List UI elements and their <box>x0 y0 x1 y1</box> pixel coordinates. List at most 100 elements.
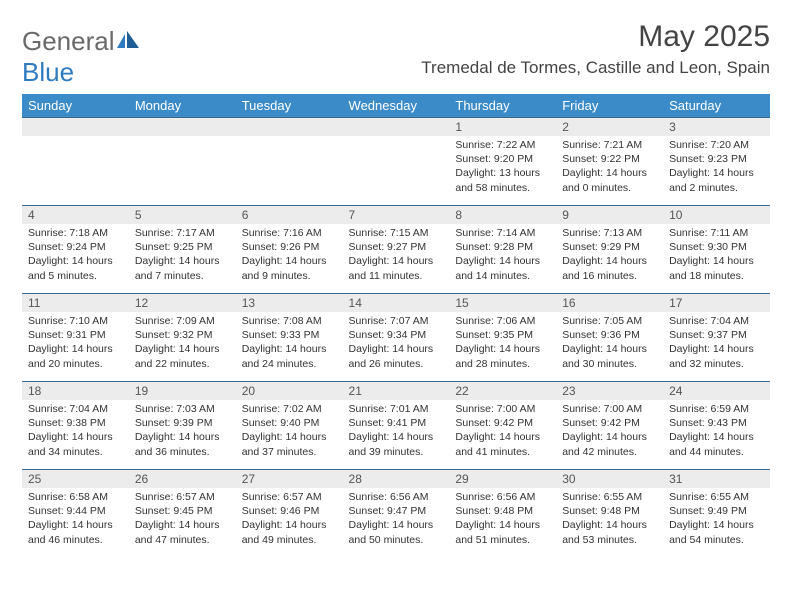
day-number: 28 <box>343 470 450 488</box>
calendar-week: 11Sunrise: 7:10 AMSunset: 9:31 PMDayligh… <box>22 294 770 382</box>
day-number: 5 <box>129 206 236 224</box>
sunset-text: Sunset: 9:36 PM <box>562 328 657 342</box>
day-number: 10 <box>663 206 770 224</box>
day-number: 15 <box>449 294 556 312</box>
calendar-cell: 23Sunrise: 7:00 AMSunset: 9:42 PMDayligh… <box>556 382 663 470</box>
weekday-header: Sunday <box>22 94 129 118</box>
calendar-cell: 9Sunrise: 7:13 AMSunset: 9:29 PMDaylight… <box>556 206 663 294</box>
sunset-text: Sunset: 9:42 PM <box>455 416 550 430</box>
daylight-text: Daylight: 14 hours and 30 minutes. <box>562 342 657 370</box>
day-content: Sunrise: 7:01 AMSunset: 9:41 PMDaylight:… <box>343 400 450 463</box>
logo-word-1: General <box>22 26 115 56</box>
daylight-text: Daylight: 14 hours and 14 minutes. <box>455 254 550 282</box>
weekday-header: Thursday <box>449 94 556 118</box>
calendar-cell: 30Sunrise: 6:55 AMSunset: 9:48 PMDayligh… <box>556 470 663 558</box>
month-title: May 2025 <box>421 20 770 54</box>
day-number: 25 <box>22 470 129 488</box>
sunset-text: Sunset: 9:34 PM <box>349 328 444 342</box>
day-number: 24 <box>663 382 770 400</box>
sunrise-text: Sunrise: 7:01 AM <box>349 402 444 416</box>
day-content <box>343 136 450 142</box>
day-content: Sunrise: 6:59 AMSunset: 9:43 PMDaylight:… <box>663 400 770 463</box>
sunrise-text: Sunrise: 7:04 AM <box>669 314 764 328</box>
sunrise-text: Sunrise: 7:00 AM <box>562 402 657 416</box>
day-number: 4 <box>22 206 129 224</box>
sunset-text: Sunset: 9:28 PM <box>455 240 550 254</box>
sunrise-text: Sunrise: 7:16 AM <box>242 226 337 240</box>
day-number <box>129 118 236 136</box>
day-number: 29 <box>449 470 556 488</box>
day-content: Sunrise: 6:55 AMSunset: 9:49 PMDaylight:… <box>663 488 770 551</box>
day-number <box>343 118 450 136</box>
day-content: Sunrise: 7:13 AMSunset: 9:29 PMDaylight:… <box>556 224 663 287</box>
day-content: Sunrise: 7:00 AMSunset: 9:42 PMDaylight:… <box>449 400 556 463</box>
calendar-cell: 29Sunrise: 6:56 AMSunset: 9:48 PMDayligh… <box>449 470 556 558</box>
sunset-text: Sunset: 9:32 PM <box>135 328 230 342</box>
day-number: 22 <box>449 382 556 400</box>
calendar-cell: 31Sunrise: 6:55 AMSunset: 9:49 PMDayligh… <box>663 470 770 558</box>
day-number: 8 <box>449 206 556 224</box>
calendar-cell <box>343 118 450 206</box>
logo-text: General Blue <box>22 26 141 88</box>
sunset-text: Sunset: 9:24 PM <box>28 240 123 254</box>
sunset-text: Sunset: 9:25 PM <box>135 240 230 254</box>
sunset-text: Sunset: 9:46 PM <box>242 504 337 518</box>
day-number <box>236 118 343 136</box>
calendar-cell: 7Sunrise: 7:15 AMSunset: 9:27 PMDaylight… <box>343 206 450 294</box>
calendar-body: 1Sunrise: 7:22 AMSunset: 9:20 PMDaylight… <box>22 118 770 558</box>
daylight-text: Daylight: 14 hours and 51 minutes. <box>455 518 550 546</box>
daylight-text: Daylight: 14 hours and 9 minutes. <box>242 254 337 282</box>
daylight-text: Daylight: 14 hours and 0 minutes. <box>562 166 657 194</box>
day-number: 27 <box>236 470 343 488</box>
day-content: Sunrise: 7:04 AMSunset: 9:37 PMDaylight:… <box>663 312 770 375</box>
day-content: Sunrise: 6:57 AMSunset: 9:46 PMDaylight:… <box>236 488 343 551</box>
daylight-text: Daylight: 14 hours and 34 minutes. <box>28 430 123 458</box>
sunset-text: Sunset: 9:23 PM <box>669 152 764 166</box>
sunrise-text: Sunrise: 7:13 AM <box>562 226 657 240</box>
calendar-cell: 16Sunrise: 7:05 AMSunset: 9:36 PMDayligh… <box>556 294 663 382</box>
sunset-text: Sunset: 9:43 PM <box>669 416 764 430</box>
day-number: 7 <box>343 206 450 224</box>
daylight-text: Daylight: 14 hours and 47 minutes. <box>135 518 230 546</box>
day-content: Sunrise: 6:56 AMSunset: 9:47 PMDaylight:… <box>343 488 450 551</box>
title-block: May 2025 Tremedal de Tormes, Castille an… <box>421 20 770 78</box>
sunrise-text: Sunrise: 7:17 AM <box>135 226 230 240</box>
sunrise-text: Sunrise: 7:22 AM <box>455 138 550 152</box>
daylight-text: Daylight: 14 hours and 53 minutes. <box>562 518 657 546</box>
calendar-cell: 21Sunrise: 7:01 AMSunset: 9:41 PMDayligh… <box>343 382 450 470</box>
calendar-cell: 20Sunrise: 7:02 AMSunset: 9:40 PMDayligh… <box>236 382 343 470</box>
day-number: 19 <box>129 382 236 400</box>
sunrise-text: Sunrise: 6:59 AM <box>669 402 764 416</box>
day-number: 2 <box>556 118 663 136</box>
daylight-text: Daylight: 14 hours and 22 minutes. <box>135 342 230 370</box>
day-number: 21 <box>343 382 450 400</box>
day-content <box>129 136 236 142</box>
sunrise-text: Sunrise: 6:55 AM <box>562 490 657 504</box>
calendar-cell: 17Sunrise: 7:04 AMSunset: 9:37 PMDayligh… <box>663 294 770 382</box>
sunset-text: Sunset: 9:47 PM <box>349 504 444 518</box>
weekday-header: Monday <box>129 94 236 118</box>
day-number: 26 <box>129 470 236 488</box>
calendar-cell: 25Sunrise: 6:58 AMSunset: 9:44 PMDayligh… <box>22 470 129 558</box>
daylight-text: Daylight: 14 hours and 54 minutes. <box>669 518 764 546</box>
sunrise-text: Sunrise: 6:56 AM <box>349 490 444 504</box>
sunrise-text: Sunrise: 7:15 AM <box>349 226 444 240</box>
calendar-cell: 18Sunrise: 7:04 AMSunset: 9:38 PMDayligh… <box>22 382 129 470</box>
calendar-cell: 15Sunrise: 7:06 AMSunset: 9:35 PMDayligh… <box>449 294 556 382</box>
calendar-cell: 14Sunrise: 7:07 AMSunset: 9:34 PMDayligh… <box>343 294 450 382</box>
sunset-text: Sunset: 9:22 PM <box>562 152 657 166</box>
sunrise-text: Sunrise: 7:10 AM <box>28 314 123 328</box>
daylight-text: Daylight: 14 hours and 44 minutes. <box>669 430 764 458</box>
sunset-text: Sunset: 9:30 PM <box>669 240 764 254</box>
calendar-cell: 19Sunrise: 7:03 AMSunset: 9:39 PMDayligh… <box>129 382 236 470</box>
day-content: Sunrise: 7:04 AMSunset: 9:38 PMDaylight:… <box>22 400 129 463</box>
day-content: Sunrise: 7:20 AMSunset: 9:23 PMDaylight:… <box>663 136 770 199</box>
daylight-text: Daylight: 14 hours and 37 minutes. <box>242 430 337 458</box>
sunset-text: Sunset: 9:44 PM <box>28 504 123 518</box>
day-content: Sunrise: 7:08 AMSunset: 9:33 PMDaylight:… <box>236 312 343 375</box>
day-content: Sunrise: 6:57 AMSunset: 9:45 PMDaylight:… <box>129 488 236 551</box>
day-number: 30 <box>556 470 663 488</box>
day-number <box>22 118 129 136</box>
sunset-text: Sunset: 9:48 PM <box>455 504 550 518</box>
day-content: Sunrise: 7:09 AMSunset: 9:32 PMDaylight:… <box>129 312 236 375</box>
